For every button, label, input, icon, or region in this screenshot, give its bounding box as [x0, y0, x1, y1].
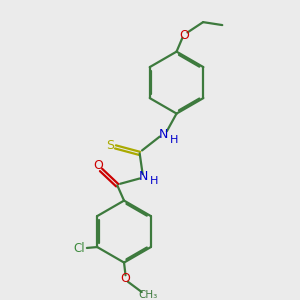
- Text: O: O: [179, 29, 189, 42]
- Text: H: H: [150, 176, 159, 185]
- Text: O: O: [93, 159, 103, 172]
- Text: CH₃: CH₃: [139, 290, 158, 300]
- Text: H: H: [170, 134, 179, 145]
- Text: N: N: [159, 128, 168, 141]
- Text: N: N: [139, 170, 148, 184]
- Text: S: S: [106, 139, 114, 152]
- Text: Cl: Cl: [74, 242, 85, 255]
- Text: O: O: [121, 272, 130, 285]
